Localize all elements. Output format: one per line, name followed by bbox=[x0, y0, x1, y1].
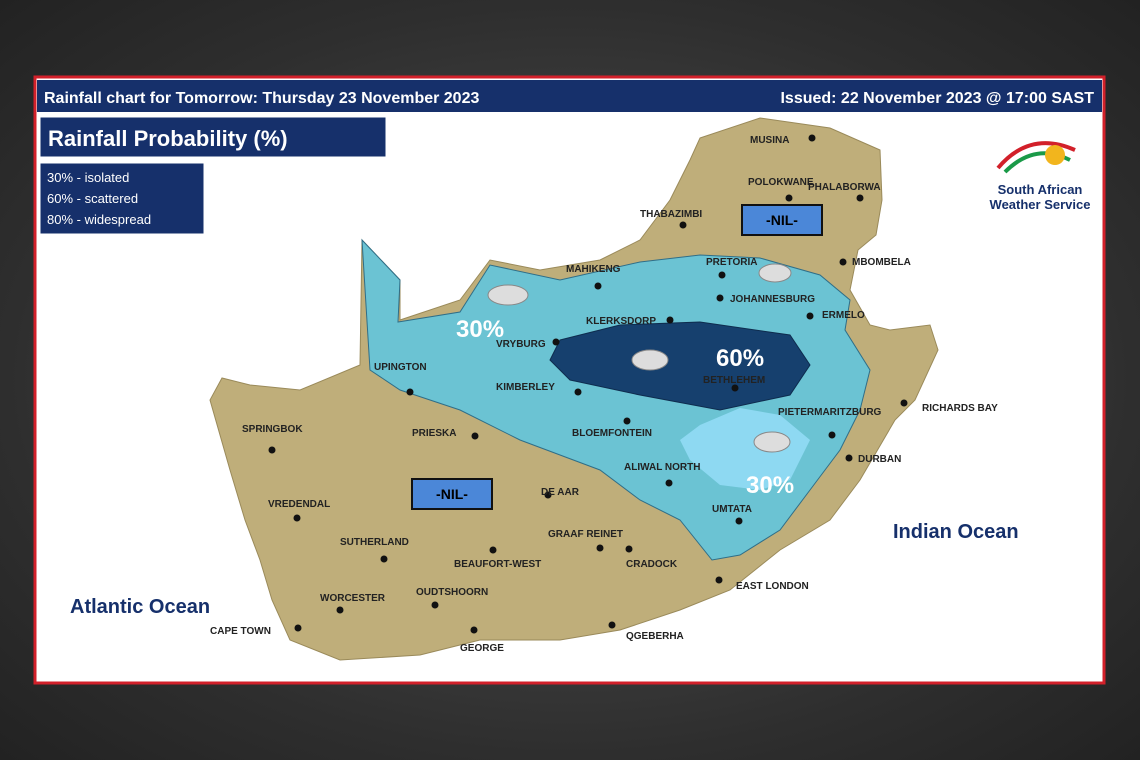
city-label: ERMELO bbox=[822, 310, 865, 321]
city-label: PRIESKA bbox=[412, 428, 456, 439]
city-label: GRAAF REINET bbox=[548, 529, 623, 540]
city-label: VREDENDAL bbox=[268, 499, 330, 510]
city-dot bbox=[808, 134, 816, 142]
city-label: WORCESTER bbox=[320, 593, 386, 604]
city-label: PIETERMARITZBURG bbox=[778, 407, 882, 418]
city-dot bbox=[665, 479, 673, 487]
nil-box bbox=[741, 204, 823, 236]
city-dot bbox=[608, 621, 616, 629]
city-dot bbox=[268, 446, 276, 454]
city-dot bbox=[828, 431, 836, 439]
legend-title-box bbox=[39, 116, 387, 158]
zone-label: 30% bbox=[746, 472, 794, 499]
nil-label: -NIL- bbox=[766, 212, 798, 228]
legend-item: 30% - isolated bbox=[47, 170, 129, 185]
city-label: SPRINGBOK bbox=[242, 424, 303, 435]
city-label: GEORGE bbox=[460, 643, 504, 654]
city-dot bbox=[856, 194, 864, 202]
city-label: PRETORIA bbox=[706, 257, 758, 268]
city-dot bbox=[625, 545, 633, 553]
city-label: KIMBERLEY bbox=[496, 382, 555, 393]
city-label: BETHLEHEM bbox=[703, 375, 765, 386]
city-dot bbox=[336, 606, 344, 614]
city-dot bbox=[785, 194, 793, 202]
city-label: EAST LONDON bbox=[736, 581, 809, 592]
city-dot bbox=[471, 432, 479, 440]
city-dot bbox=[845, 454, 853, 462]
city-label: ALIWAL NORTH bbox=[624, 462, 700, 473]
city-label: CAPE TOWN bbox=[210, 626, 271, 637]
city-dot bbox=[294, 624, 302, 632]
zone-label: 30% bbox=[456, 316, 504, 343]
nil-box bbox=[411, 478, 493, 510]
city-dot bbox=[900, 399, 908, 407]
city-label: SUTHERLAND bbox=[340, 537, 409, 548]
ocean-label: Atlantic Ocean bbox=[70, 596, 210, 618]
issued: Issued: 22 November 2023 @ 17:00 SAST bbox=[780, 90, 1094, 107]
city-label: VRYBURG bbox=[496, 339, 546, 350]
city-label: PHALABORWA bbox=[808, 182, 881, 193]
header-bar bbox=[37, 80, 1102, 112]
city-label: JOHANNESBURG bbox=[730, 294, 815, 305]
city-dot bbox=[666, 316, 674, 324]
city-label: CRADOCK bbox=[626, 559, 678, 570]
city-label: KLERKSDORP bbox=[586, 316, 656, 327]
legend-item: 60% - scattered bbox=[47, 191, 138, 206]
logo-text: South African bbox=[998, 182, 1083, 197]
city-label: MUSINA bbox=[750, 135, 789, 146]
legend-title: Rainfall Probability (%) bbox=[48, 126, 288, 151]
header-title: Rainfall chart for Tomorrow: Thursday 23… bbox=[44, 90, 479, 107]
city-dot bbox=[431, 601, 439, 609]
city-dot bbox=[470, 626, 478, 634]
city-dot bbox=[406, 388, 414, 396]
city-label: UMTATA bbox=[712, 504, 752, 515]
city-label: DE AAR bbox=[541, 487, 580, 498]
zone-30b bbox=[680, 408, 810, 490]
city-dot bbox=[679, 221, 687, 229]
city-label: BLOEMFONTEIN bbox=[572, 428, 652, 439]
legend-item: 80% - widespread bbox=[47, 212, 151, 227]
city-label: MBOMBELA bbox=[852, 257, 911, 268]
logo-text: Weather Service bbox=[990, 197, 1091, 212]
city-dot bbox=[715, 576, 723, 584]
city-label: OUDTSHOORN bbox=[416, 587, 488, 598]
storm-icons bbox=[487, 263, 792, 453]
city-dot bbox=[544, 491, 552, 499]
legend-box bbox=[39, 162, 205, 235]
city-dot bbox=[839, 258, 847, 266]
city-label: POLOKWANE bbox=[748, 177, 814, 188]
city-label: THABAZIMBI bbox=[640, 209, 702, 220]
city-label: DURBAN bbox=[858, 454, 901, 465]
city-label: UPINGTON bbox=[374, 362, 427, 373]
city-dot bbox=[623, 417, 631, 425]
city-dot bbox=[596, 544, 604, 552]
zone-60 bbox=[549, 321, 811, 411]
city-dot bbox=[806, 312, 814, 320]
city-dot bbox=[718, 271, 726, 279]
city-label: QGEBERHA bbox=[626, 631, 684, 642]
logo-sun bbox=[1045, 145, 1065, 165]
ocean-label: Indian Ocean bbox=[893, 521, 1019, 543]
city-label: BEAUFORT-WEST bbox=[454, 559, 541, 570]
city-dot bbox=[574, 388, 582, 396]
city-dot bbox=[735, 517, 743, 525]
logo-arc bbox=[996, 141, 1076, 170]
city-dot bbox=[380, 555, 388, 563]
city-dot bbox=[731, 384, 739, 392]
city-dot bbox=[594, 282, 602, 290]
zone-label: 60% bbox=[716, 345, 764, 372]
city-dot bbox=[716, 294, 724, 302]
city-dot bbox=[489, 546, 497, 554]
nil-label: -NIL- bbox=[436, 486, 468, 502]
city-dot bbox=[293, 514, 301, 522]
city-dot bbox=[552, 338, 560, 346]
city-label: MAHIKENG bbox=[566, 264, 621, 275]
city-label: RICHARDS BAY bbox=[922, 403, 998, 414]
